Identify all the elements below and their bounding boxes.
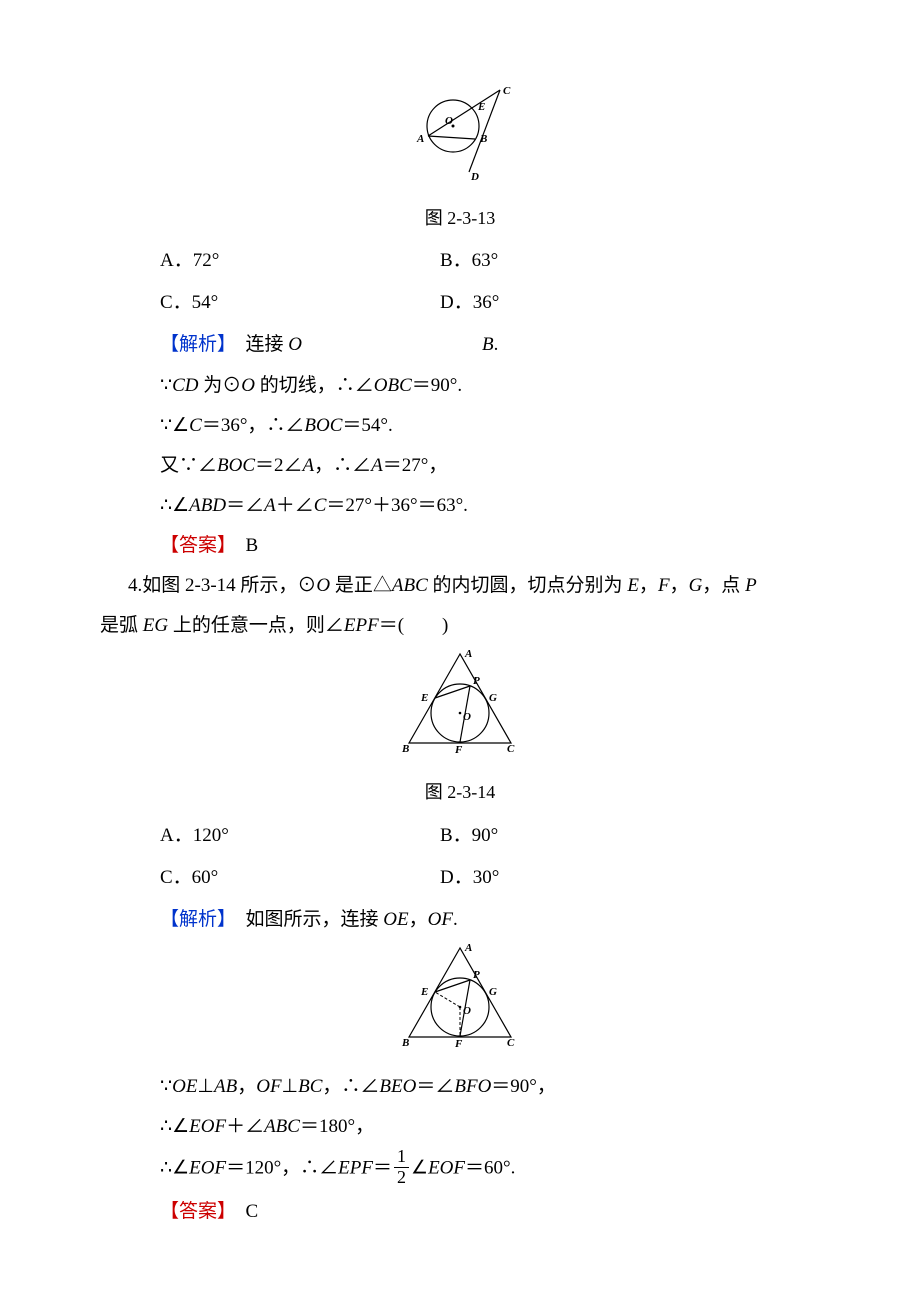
analysis-label: 【解析】: [160, 909, 227, 930]
q3-analysis-line1: ∵CD 为⊙O 的切线，∴∠OBC＝90°.: [160, 368, 820, 404]
q4-choice-d: D．30°: [440, 860, 499, 896]
q4-figure-caption: 图 2-3-14: [100, 775, 820, 809]
q3-choice-b: B．63°: [440, 243, 498, 279]
q3-figure-caption: 图 2-3-13: [100, 201, 820, 235]
q3-choices-row2: C．54° D．36°: [160, 285, 820, 321]
q4-choices-row2: C．60° D．30°: [160, 860, 820, 896]
fraction-half: 12: [394, 1147, 409, 1188]
q4-choice-b: B．90°: [440, 818, 498, 854]
q3-choice-a: A．72°: [160, 243, 440, 279]
svg-text:P: P: [473, 969, 480, 981]
svg-text:P: P: [473, 675, 480, 687]
svg-text:C: C: [507, 743, 515, 755]
q4-svg1: A B C E G F P O: [395, 648, 525, 758]
q4-stem-line1: 4.如图 2-3-14 所示，⊙O 是正△ABC 的内切圆，切点分别为 E，F，…: [100, 568, 820, 604]
q4-answer: 【答案】 C: [160, 1194, 820, 1230]
svg-text:O: O: [463, 711, 471, 723]
svg-text:B: B: [401, 743, 409, 755]
q4-analysis-line3: ∴∠EOF＝120°，∴∠EPF＝12∠EOF＝60°.: [160, 1149, 820, 1190]
analysis-label: 【解析】: [160, 334, 227, 355]
q3-analysis-line2: ∵∠C＝36°，∴∠BOC＝54°.: [160, 408, 820, 444]
q3-figure: A B C D E O: [100, 84, 820, 197]
q3-choice-d: D．36°: [440, 285, 499, 321]
svg-text:F: F: [454, 1038, 463, 1050]
svg-text:A: A: [464, 942, 472, 954]
q3-answer: 【答案】 B: [160, 528, 820, 564]
svg-text:A: A: [464, 648, 472, 660]
q4-svg2: A B C E G F P O: [395, 942, 525, 1052]
answer-label: 【答案】: [160, 1201, 227, 1222]
q3-choice-c: C．54°: [160, 285, 440, 321]
svg-text:B: B: [401, 1037, 409, 1049]
q4-choices-row1: A．120° B．90°: [160, 818, 820, 854]
svg-text:E: E: [477, 101, 485, 113]
q3-analysis-line0: 【解析】 连接 OB.: [160, 327, 820, 363]
svg-text:A: A: [416, 133, 424, 145]
svg-text:E: E: [420, 986, 428, 998]
svg-text:B: B: [479, 133, 487, 145]
svg-text:F: F: [454, 744, 463, 756]
q3-choices-row1: A．72° B．63°: [160, 243, 820, 279]
q3-analysis-line4: ∴∠ABD＝∠A＋∠C＝27°＋36°＝63°.: [160, 488, 820, 524]
q4-figure1: A B C E G F P O: [100, 648, 820, 771]
q3-analysis-line3: 又∵∠BOC＝2∠A，∴∠A＝27°，: [160, 448, 820, 484]
q3-svg: A B C D E O: [405, 84, 515, 184]
svg-text:C: C: [507, 1037, 515, 1049]
svg-text:E: E: [420, 692, 428, 704]
q4-analysis-line1: ∵OE⊥AB，OF⊥BC，∴∠BEO＝∠BFO＝90°，: [160, 1069, 820, 1105]
q4-analysis-line2: ∴∠EOF＋∠ABC＝180°，: [160, 1109, 820, 1145]
svg-text:D: D: [470, 171, 479, 183]
q4-choice-c: C．60°: [160, 860, 440, 896]
q4-choice-a: A．120°: [160, 818, 440, 854]
q4-figure2: A B C E G F P O: [100, 942, 820, 1065]
q4-analysis-intro: 【解析】 如图所示，连接 OE，OF.: [160, 902, 820, 938]
answer-label: 【答案】: [160, 535, 227, 556]
svg-text:C: C: [503, 85, 511, 97]
svg-text:G: G: [489, 692, 497, 704]
svg-text:O: O: [463, 1005, 471, 1017]
svg-text:O: O: [445, 115, 453, 127]
q4-stem-line2: 是弧 EG 上的任意一点，则∠EPF＝( ): [100, 608, 820, 644]
svg-text:G: G: [489, 986, 497, 998]
